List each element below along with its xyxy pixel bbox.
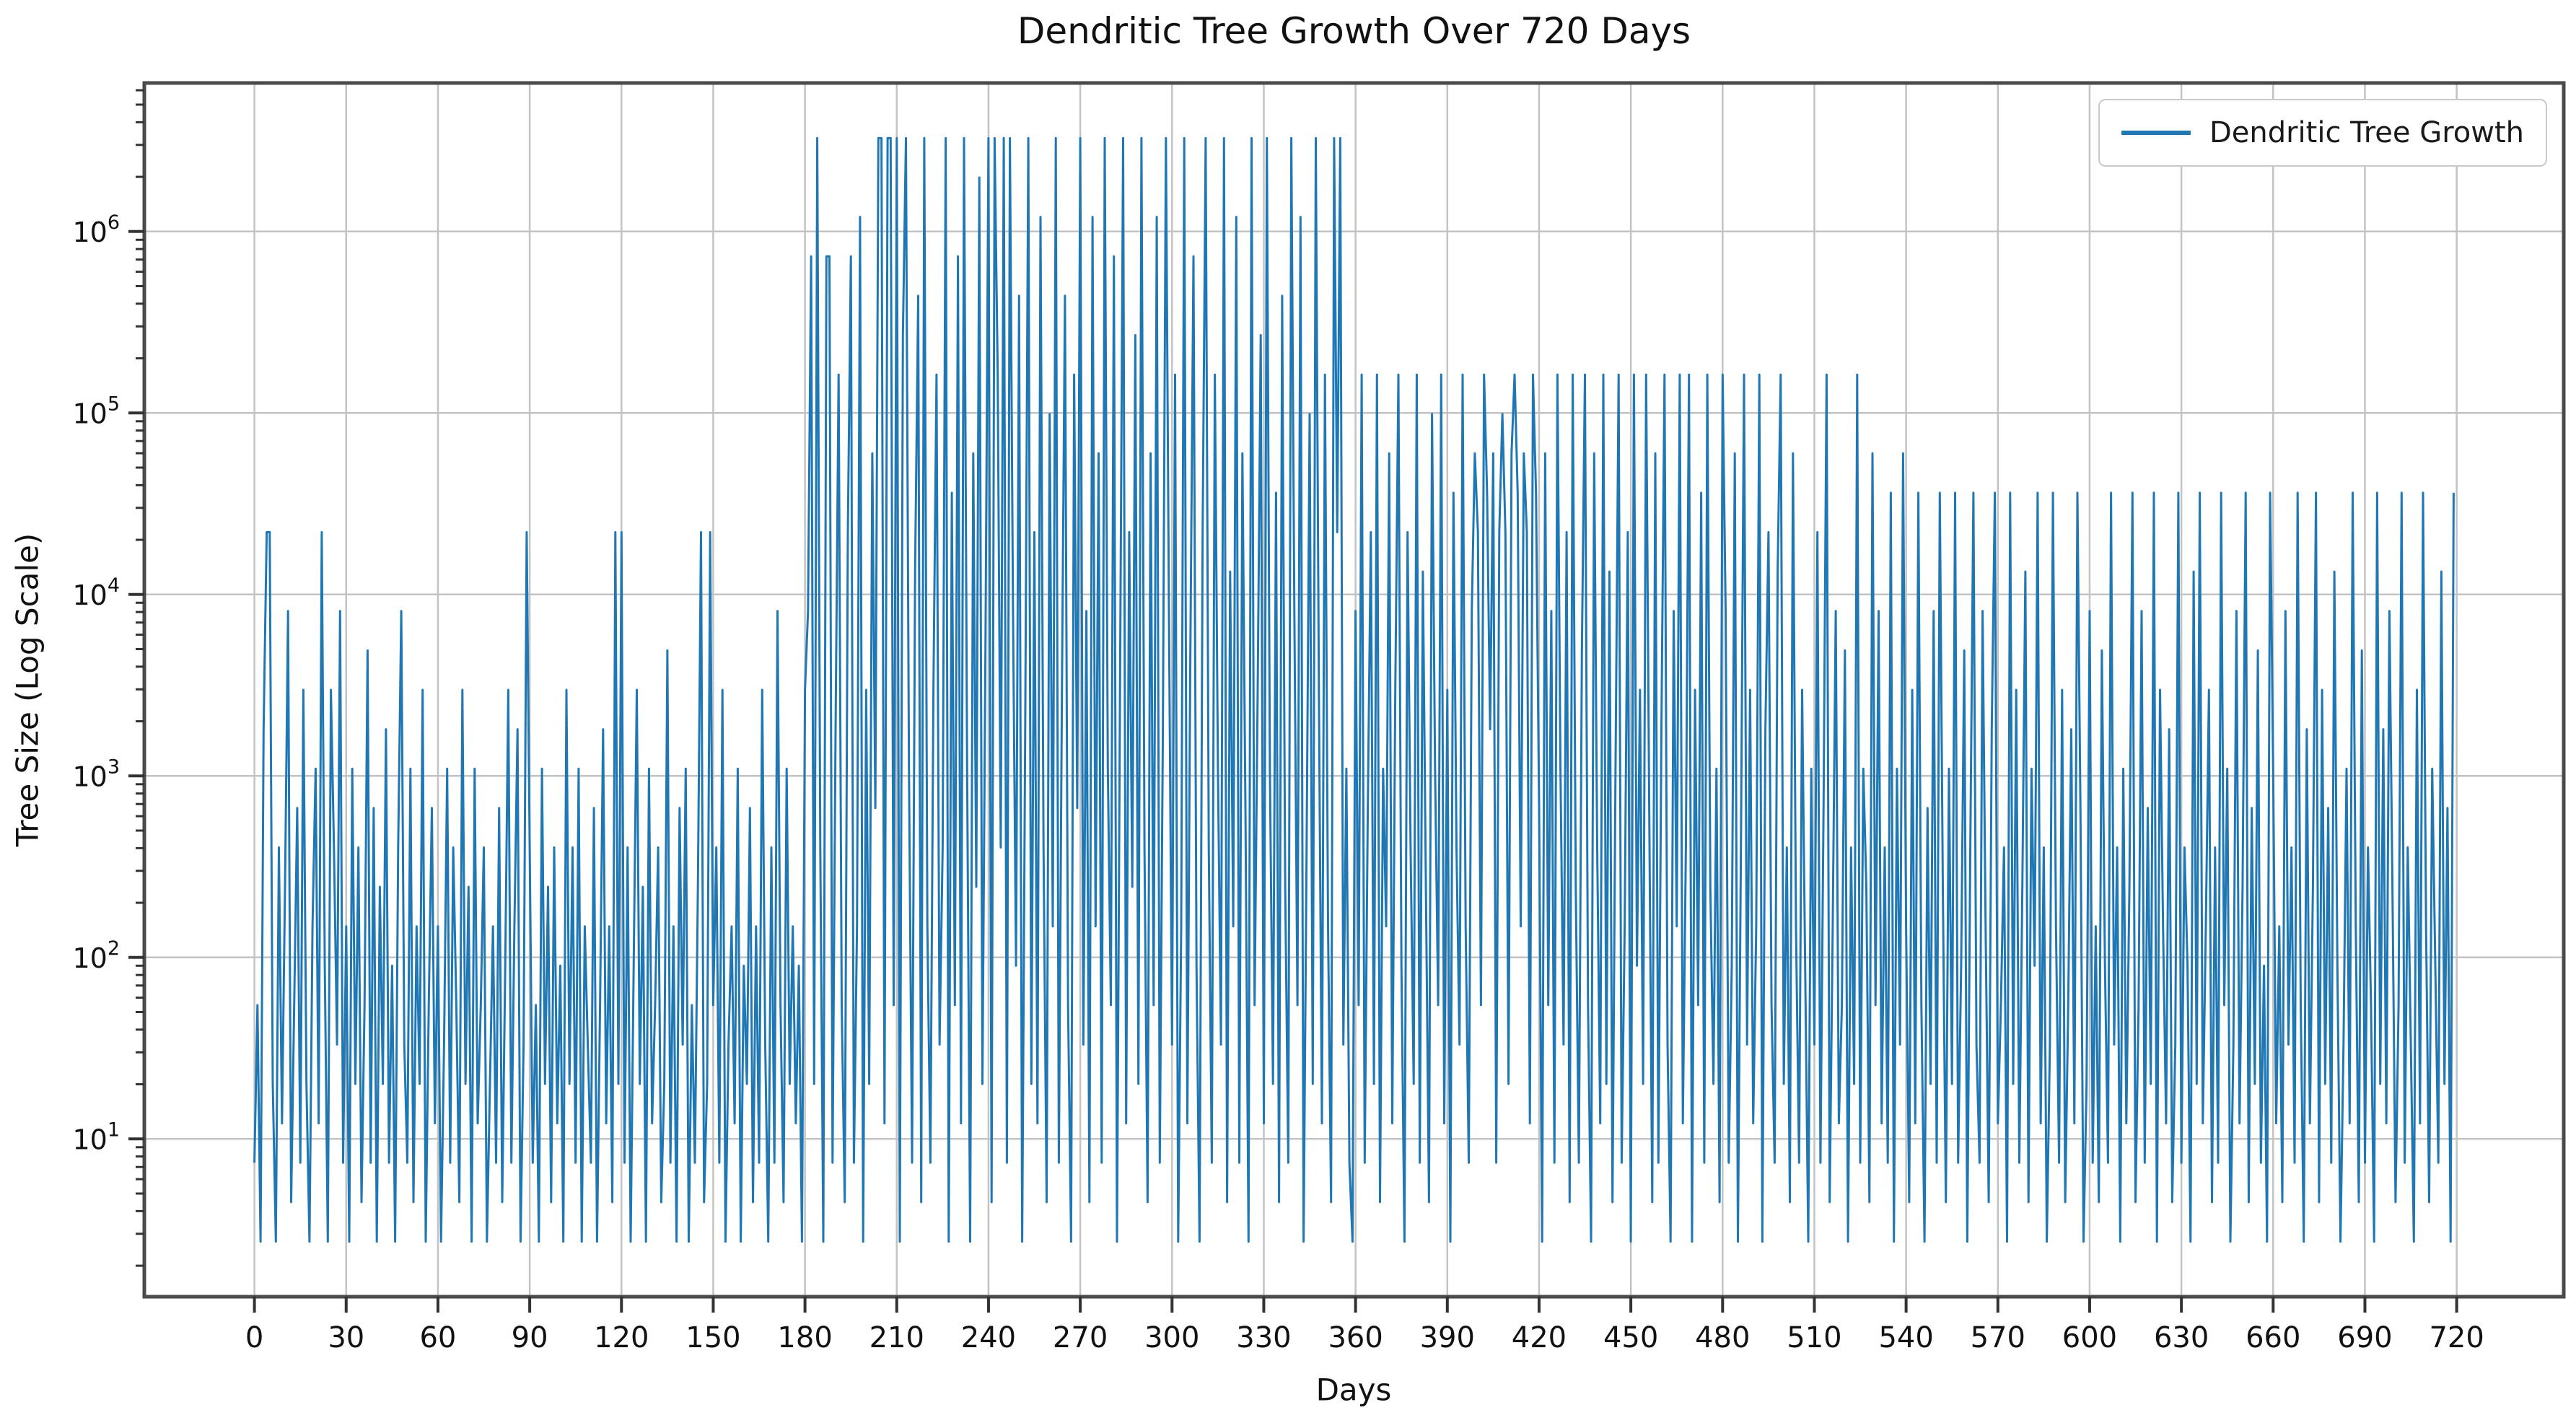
x-tick-label: 480	[1695, 1321, 1750, 1354]
y-tick-label: 102	[72, 937, 120, 974]
x-tick-label: 390	[1420, 1321, 1475, 1354]
legend-label: Dendritic Tree Growth	[2209, 116, 2524, 149]
data-line-dendritic-tree-growth	[253, 136, 2455, 1243]
legend-line-sample	[2121, 131, 2191, 135]
x-tick-label: 0	[245, 1321, 263, 1354]
y-tick-label: 104	[72, 574, 120, 611]
x-axis-label: Days	[1315, 1372, 1392, 1408]
x-tick-label: 660	[2246, 1321, 2300, 1354]
x-tick-label: 210	[869, 1321, 924, 1354]
x-tick-label: 90	[512, 1321, 548, 1354]
x-tick-label: 330	[1236, 1321, 1291, 1354]
x-tick-label: 690	[2337, 1321, 2392, 1354]
legend: Dendritic Tree Growth	[2098, 99, 2547, 167]
y-tick-label: 101	[72, 1118, 120, 1155]
x-tick-label: 450	[1603, 1321, 1658, 1354]
x-tick-label: 60	[419, 1321, 456, 1354]
y-tick-label: 105	[72, 393, 120, 429]
y-tick-label: 106	[72, 211, 120, 248]
x-tick-label: 300	[1144, 1321, 1199, 1354]
chart-title: Dendritic Tree Growth Over 720 Days	[1017, 10, 1691, 52]
x-tick-label: 150	[685, 1321, 740, 1354]
x-tick-label: 510	[1787, 1321, 1841, 1354]
y-tick-label: 103	[72, 756, 120, 792]
x-tick-label: 120	[594, 1321, 649, 1354]
x-tick-label: 240	[961, 1321, 1016, 1354]
x-tick-label: 570	[1971, 1321, 2025, 1354]
x-tick-label: 720	[2429, 1321, 2484, 1354]
x-tick-label: 630	[2154, 1321, 2209, 1354]
x-tick-label: 600	[2062, 1321, 2117, 1354]
x-tick-label: 270	[1053, 1321, 1108, 1354]
x-tick-label: 30	[328, 1321, 364, 1354]
x-tick-label: 420	[1512, 1321, 1567, 1354]
x-tick-label: 540	[1878, 1321, 1933, 1354]
x-tick-label: 360	[1328, 1321, 1383, 1354]
x-tick-label: 180	[777, 1321, 832, 1354]
